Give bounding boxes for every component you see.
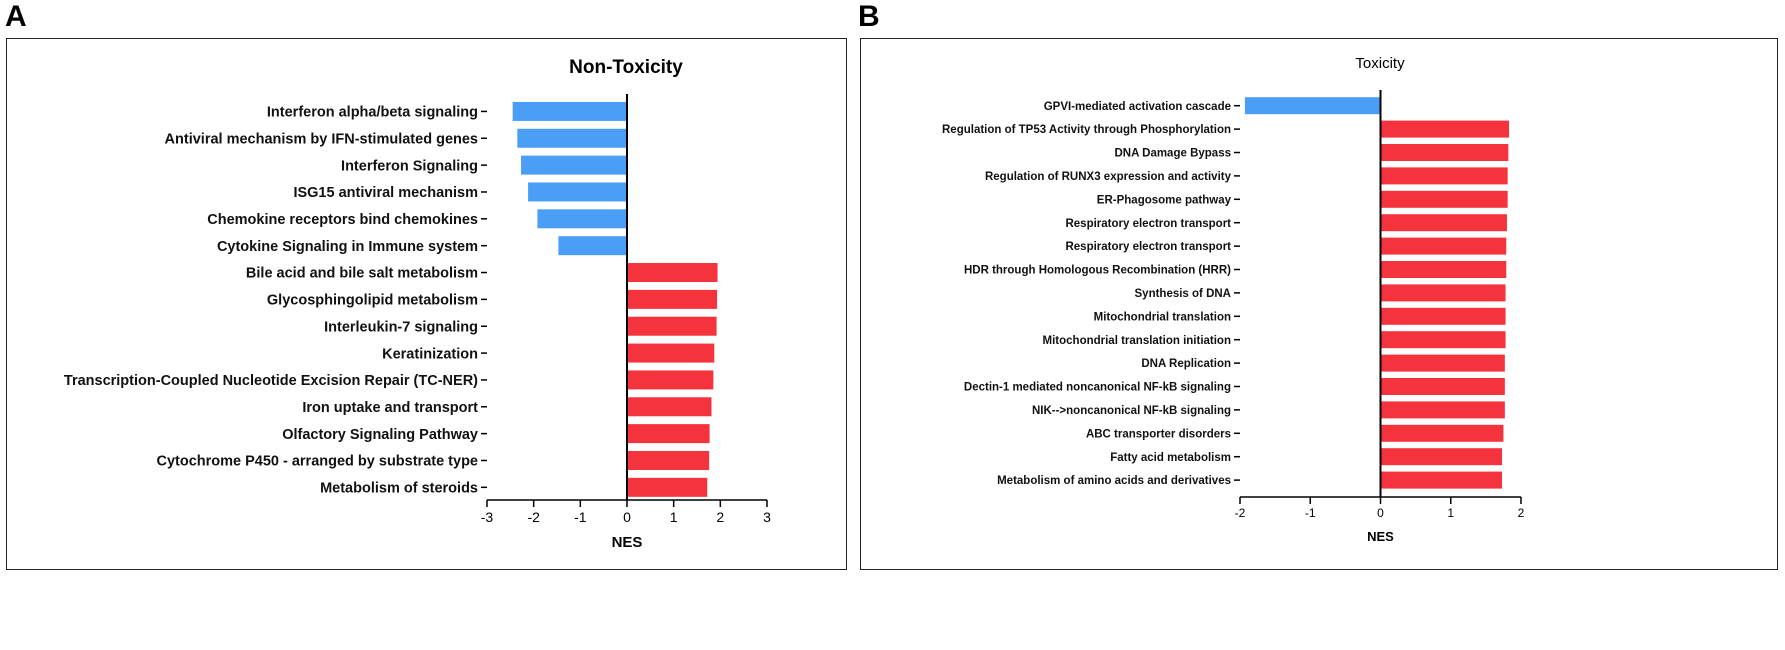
- category-label-1: Interferon alpha/beta signaling: [267, 105, 478, 121]
- chart-title: Non-Toxicity: [569, 57, 683, 78]
- bar-17: [1380, 471, 1503, 489]
- category-label-2: Antiviral mechanism by IFN-stimulated ge…: [165, 131, 478, 147]
- category-label-17: Metabolism of amino acids and derivative…: [997, 475, 1231, 487]
- bar-6: [1380, 214, 1507, 232]
- category-label-11: Mitochondrial translation initiation: [1043, 335, 1231, 347]
- bar-4: [1380, 167, 1508, 185]
- category-label-6: Cytokine Signaling in Immune system: [217, 239, 478, 255]
- x-tick-label-5: 2: [1518, 506, 1525, 520]
- bar-12: [1380, 354, 1505, 372]
- category-label-3: Interferon Signaling: [341, 158, 478, 174]
- bar-1: [1244, 97, 1381, 115]
- x-axis-label: NES: [612, 534, 643, 551]
- category-label-9: Synthesis of DNA: [1135, 288, 1232, 300]
- bar-11: [1380, 331, 1506, 349]
- category-label-10: Mitochondrial translation: [1094, 311, 1231, 323]
- category-label-12: Iron uptake and transport: [302, 400, 478, 416]
- bar-16: [1380, 448, 1503, 466]
- panel-letter-b: B: [858, 0, 880, 33]
- category-label-14: Cytochrome P450 - arranged by substrate …: [156, 454, 478, 470]
- bar-4: [528, 182, 627, 202]
- chart-title: Toxicity: [1355, 55, 1405, 72]
- bar-15: [627, 477, 708, 497]
- bar-2: [1380, 120, 1510, 138]
- bar-10: [627, 343, 715, 363]
- category-label-1: GPVI-mediated activation cascade: [1044, 101, 1231, 113]
- x-tick-label-1: -2: [1235, 506, 1246, 520]
- category-label-4: ISG15 antiviral mechanism: [293, 185, 478, 201]
- bar-12: [627, 397, 712, 417]
- bar-2: [517, 128, 627, 148]
- bar-15: [1380, 424, 1504, 442]
- bar-3: [1380, 144, 1509, 161]
- category-label-13: Olfactory Signaling Pathway: [282, 427, 478, 443]
- category-label-6: Respiratory electron transport: [1065, 218, 1231, 230]
- category-label-16: Fatty acid metabolism: [1110, 452, 1231, 464]
- bar-8: [627, 289, 718, 309]
- category-label-5: ER-Phagosome pathway: [1097, 194, 1232, 206]
- category-label-15: Metabolism of steroids: [320, 481, 478, 497]
- bar-1: [512, 101, 627, 121]
- x-tick-label-3: 0: [1377, 506, 1384, 520]
- x-tick-label-6: 2: [716, 509, 724, 525]
- category-label-2: Regulation of TP53 Activity through Phos…: [942, 124, 1231, 136]
- category-label-15: ABC transporter disorders: [1086, 428, 1231, 440]
- bar-10: [1380, 307, 1506, 325]
- category-label-8: Glycosphingolipid metabolism: [267, 293, 478, 309]
- bar-14: [1380, 401, 1505, 419]
- x-tick-label-2: -1: [1305, 506, 1316, 520]
- x-tick-label-4: 1: [1447, 506, 1454, 520]
- category-label-9: Interleukin-7 signaling: [324, 319, 478, 335]
- category-label-7: Respiratory electron transport: [1065, 241, 1231, 253]
- category-label-10: Keratinization: [382, 346, 478, 362]
- bar-7: [1380, 237, 1507, 255]
- panel-letter-a: A: [5, 0, 27, 33]
- category-label-12: DNA Replication: [1141, 358, 1231, 370]
- x-tick-label-1: -3: [481, 509, 494, 525]
- x-tick-label-3: -1: [574, 509, 587, 525]
- category-label-7: Bile acid and bile salt metabolism: [246, 266, 478, 282]
- bar-13: [627, 424, 710, 444]
- chart-frame-b: [860, 38, 1778, 570]
- category-label-13: Dectin-1 mediated noncanonical NF-kB sig…: [964, 382, 1231, 394]
- bar-9: [627, 316, 717, 336]
- bar-8: [1380, 261, 1507, 278]
- bar-9: [1380, 284, 1506, 302]
- category-label-4: Regulation of RUNX3 expression and activ…: [985, 171, 1232, 183]
- category-label-3: DNA Damage Bypass: [1114, 148, 1231, 160]
- category-label-5: Chemokine receptors bind chemokines: [207, 212, 478, 228]
- bar-3: [521, 155, 627, 175]
- category-label-8: HDR through Homologous Recombination (HR…: [964, 265, 1231, 277]
- x-tick-label-4: 0: [623, 509, 631, 525]
- bar-5: [1380, 190, 1508, 208]
- bar-11: [627, 370, 714, 390]
- bar-14: [627, 450, 710, 470]
- x-tick-label-5: 1: [670, 509, 678, 525]
- x-axis-label: NES: [1367, 529, 1394, 544]
- bar-6: [558, 236, 627, 256]
- bar-13: [1380, 378, 1505, 395]
- category-label-14: NIK-->noncanonical NF-kB signaling: [1032, 405, 1231, 417]
- x-tick-label-2: -2: [527, 509, 540, 525]
- x-tick-label-7: 3: [763, 509, 771, 525]
- chart-non-toxicity: Non-Toxicity Interferon alpha/beta signal…: [64, 57, 771, 551]
- bar-5: [537, 209, 627, 229]
- bar-7: [627, 263, 718, 283]
- chart-toxicity: Toxicity GPVI-mediated activation cascade…: [942, 55, 1525, 544]
- category-label-11: Transcription-Coupled Nucleotide Excisio…: [64, 373, 478, 389]
